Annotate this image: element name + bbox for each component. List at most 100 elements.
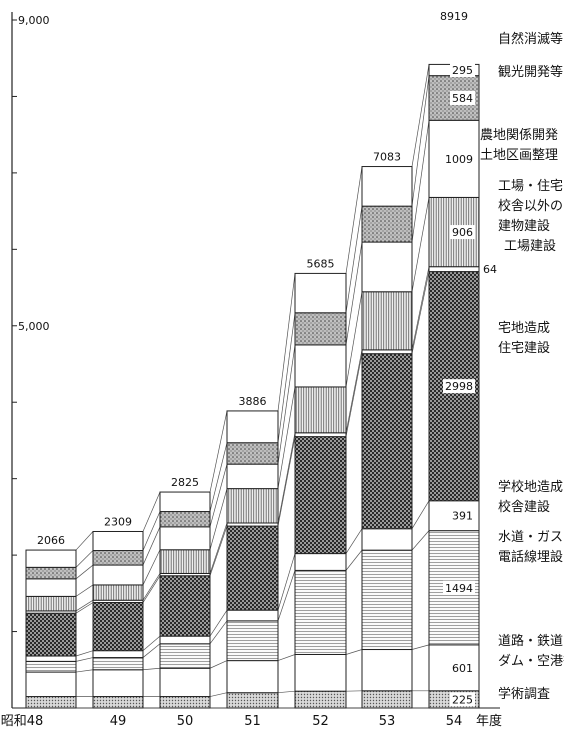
connector-line bbox=[411, 644, 430, 650]
legend-label: 校舎建設 bbox=[498, 499, 550, 515]
value-label: 906 bbox=[452, 226, 473, 239]
legend-label: 自然消滅等 bbox=[498, 31, 563, 47]
legend-label: 校舎以外の bbox=[498, 198, 563, 214]
bar-segment bbox=[361, 353, 413, 530]
legend-label: ダム・空港等 bbox=[498, 653, 564, 669]
connector-line bbox=[75, 599, 94, 612]
bar-segment bbox=[361, 349, 413, 355]
connector-line bbox=[142, 575, 161, 603]
bar-layer bbox=[25, 63, 480, 709]
value-label: 295 bbox=[452, 64, 473, 77]
bar-segment bbox=[159, 696, 211, 709]
connector-line bbox=[411, 266, 430, 350]
value-label-box bbox=[450, 508, 475, 523]
value-label: 584 bbox=[452, 92, 473, 105]
bar-segment bbox=[159, 575, 211, 637]
bar-total-label: 8919 bbox=[440, 10, 468, 23]
bar-segment bbox=[294, 386, 347, 434]
bar-total-label: 7083 bbox=[373, 151, 401, 164]
connector-line bbox=[411, 75, 430, 207]
connector-line bbox=[277, 273, 296, 411]
connector-line bbox=[345, 291, 363, 387]
value-label-64: 64 bbox=[483, 263, 497, 276]
connector-line bbox=[345, 353, 363, 437]
connector-line bbox=[277, 344, 296, 465]
bar-segment bbox=[294, 569, 347, 655]
bar-segment bbox=[361, 205, 413, 243]
bar-segment bbox=[92, 657, 144, 671]
bar-total-label: 2825 bbox=[171, 476, 199, 489]
value-label: 1009 bbox=[445, 153, 473, 166]
connector-line bbox=[345, 528, 363, 554]
legend-label: 農地関係開発 bbox=[480, 128, 558, 143]
connector-line bbox=[209, 620, 228, 644]
value-label: 391 bbox=[452, 510, 473, 523]
connector-line bbox=[209, 525, 228, 576]
connector-line bbox=[277, 436, 296, 527]
connector-line bbox=[75, 584, 94, 597]
connector-line bbox=[209, 522, 228, 574]
legend-label: 学術調査 bbox=[498, 686, 550, 702]
connector-line bbox=[209, 609, 228, 637]
connector-line bbox=[209, 488, 228, 550]
value-label-box bbox=[450, 692, 475, 707]
bar-total-label: 5685 bbox=[307, 257, 335, 270]
y-tick-label: 5,000 bbox=[18, 320, 50, 333]
bar-segment bbox=[226, 463, 279, 490]
connector-line bbox=[142, 573, 161, 601]
connector-line bbox=[209, 464, 228, 527]
connector-line bbox=[345, 649, 363, 655]
x-category-label: 51 bbox=[244, 714, 261, 729]
legend-label: 電話線埋設 bbox=[498, 549, 563, 565]
connector-line bbox=[411, 271, 430, 354]
connector-line bbox=[209, 660, 228, 669]
bar-segment bbox=[159, 667, 211, 698]
value-label-box bbox=[443, 379, 475, 394]
bar-segment bbox=[226, 660, 279, 694]
connector-line bbox=[75, 550, 94, 568]
bar-total-label: 2066 bbox=[37, 534, 65, 547]
x-unit-label: 年度 bbox=[476, 713, 502, 729]
y-tick-label: 9,000 bbox=[18, 14, 50, 27]
bar-segment bbox=[92, 602, 144, 652]
bar-segment bbox=[92, 696, 144, 709]
bar-segment bbox=[294, 653, 347, 692]
connector-line bbox=[75, 669, 94, 673]
bar-segment bbox=[226, 609, 279, 622]
bar-segment bbox=[159, 643, 211, 669]
legend-label: 土地区画整理 bbox=[480, 148, 558, 163]
bar-segment bbox=[159, 635, 211, 645]
legend-label: 学校地造成 bbox=[498, 479, 563, 495]
connector-line bbox=[277, 386, 296, 489]
x-category-label: 49 bbox=[110, 714, 127, 729]
bar-segment bbox=[294, 312, 347, 346]
value-label-box bbox=[450, 90, 475, 105]
connector-line bbox=[142, 511, 161, 551]
x-category-label: 54 bbox=[446, 714, 463, 729]
connector-line bbox=[142, 549, 161, 586]
x-category-label: 昭和48 bbox=[1, 714, 44, 729]
bar-segment bbox=[226, 620, 279, 662]
value-label-box bbox=[450, 660, 475, 675]
bar-segment bbox=[226, 525, 279, 611]
bar-segment bbox=[25, 566, 77, 580]
bar-segment bbox=[428, 266, 480, 273]
bar-segment bbox=[226, 410, 279, 444]
bar-segment bbox=[25, 612, 77, 657]
connector-line bbox=[75, 531, 94, 551]
connector-line bbox=[277, 553, 296, 611]
bar-segment bbox=[361, 528, 413, 551]
value-label: 2998 bbox=[445, 380, 473, 393]
bar-segment bbox=[294, 553, 347, 571]
bar-segment bbox=[92, 669, 144, 698]
label-layer: 2066 昭和48 2309 49 2825 50 3886 51 5685 52 7083 53 89… bbox=[1, 10, 564, 729]
connector-line bbox=[277, 432, 296, 524]
x-category-label: 50 bbox=[177, 714, 194, 729]
connector-line bbox=[411, 64, 430, 167]
connector-line bbox=[277, 312, 296, 443]
bar-segment bbox=[159, 491, 211, 513]
connector-line bbox=[277, 654, 296, 661]
value-label-box bbox=[450, 63, 475, 78]
bar-segment bbox=[159, 549, 211, 574]
connector-line bbox=[411, 500, 430, 529]
